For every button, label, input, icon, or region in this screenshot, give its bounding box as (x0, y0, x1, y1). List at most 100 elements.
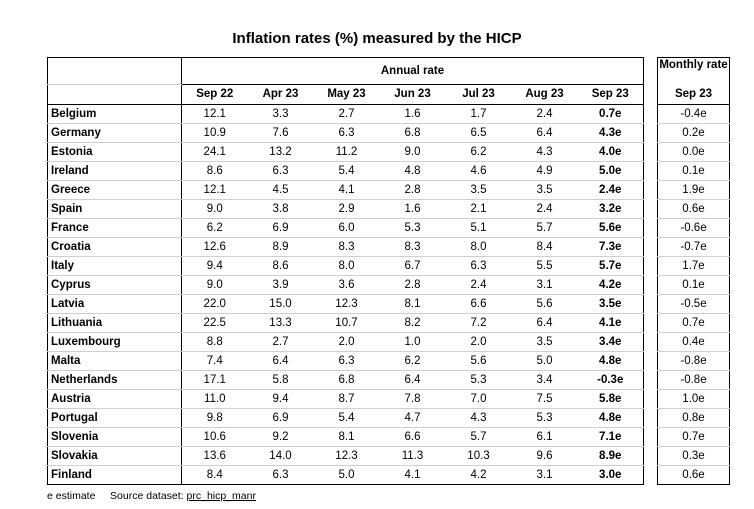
rate-cell: 13.2 (247, 142, 314, 162)
source-dataset-link[interactable]: prc_hicp_manr (186, 490, 256, 502)
estimate-note: e estimate (47, 490, 96, 502)
rate-cell: 8.6 (247, 256, 314, 276)
rate-cell: 9.8 (181, 408, 248, 428)
table-row: Belgium 12.1 3.3 2.7 1.6 1.7 2.4 0.7e (47, 104, 644, 124)
rate-cell: 5.3 (511, 408, 578, 428)
country-name: Slovenia (47, 427, 182, 447)
rate-cell: 4.3 (511, 142, 578, 162)
rate-cell: 2.4 (511, 104, 578, 124)
monthly-rate-header: Monthly rate (657, 57, 730, 85)
rate-cell: 3.0e (577, 465, 644, 485)
monthly-rate-table: Monthly rate Sep 23 -0.4e 0.2e 0.0e 0.1e 1.9… (657, 57, 730, 485)
table-row: 1.0e (657, 389, 730, 409)
rate-cell: 3.6 (313, 275, 380, 295)
rate-cell: 11.0 (181, 389, 248, 409)
table-row: 0.7e (657, 427, 730, 447)
rate-cell: 7.5 (511, 389, 578, 409)
annual-rate-header: Annual rate (181, 57, 644, 85)
monthly-rate-cell: 0.4e (657, 332, 730, 352)
rate-cell: 10.9 (181, 123, 248, 143)
rate-cell: 13.3 (247, 313, 314, 333)
table-row: Slovakia 13.6 14.0 12.3 11.3 10.3 9.6 8.9e (47, 446, 644, 466)
table-row: 0.0e (657, 142, 730, 162)
table-row: Latvia 22.0 15.0 12.3 8.1 6.6 5.6 3.5e (47, 294, 644, 314)
country-name: Lithuania (47, 313, 182, 333)
rate-cell: 5.0 (511, 351, 578, 371)
rate-cell: 8.2 (379, 313, 446, 333)
monthly-rate-cell: -0.8e (657, 370, 730, 390)
rate-cell: 8.0 (445, 237, 512, 257)
rate-cell: 22.5 (181, 313, 248, 333)
rate-cell: 8.9 (247, 237, 314, 257)
rate-cell: 4.3 (445, 408, 512, 428)
rate-cell: 5.7 (511, 218, 578, 238)
rate-cell: 9.0 (181, 199, 248, 219)
country-name: Latvia (47, 294, 182, 314)
rate-cell: 9.0 (379, 142, 446, 162)
rate-cell: 2.0 (313, 332, 380, 352)
monthly-rate-cell: 0.8e (657, 408, 730, 428)
country-name: Estonia (47, 142, 182, 162)
rate-cell: 6.4 (247, 351, 314, 371)
table-row: Slovenia 10.6 9.2 8.1 6.6 5.7 6.1 7.1e (47, 427, 644, 447)
rate-cell: 7.3e (577, 237, 644, 257)
column-header: Sep 23 (577, 84, 644, 105)
rate-cell: 6.6 (445, 294, 512, 314)
rate-cell: 8.7 (313, 389, 380, 409)
rate-cell: 6.3 (313, 123, 380, 143)
monthly-rate-cell: 1.9e (657, 180, 730, 200)
rate-cell: 7.2 (445, 313, 512, 333)
country-name: Austria (47, 389, 182, 409)
rate-cell: 5.8e (577, 389, 644, 409)
table-row: Netherlands 17.1 5.8 6.8 6.4 5.3 3.4 -0.3e (47, 370, 644, 390)
annual-rate-table: Annual rate Sep 22 Apr 23 May 23 Jun 23 Jul … (47, 57, 644, 485)
rate-cell: 6.4 (379, 370, 446, 390)
rate-cell: 9.4 (247, 389, 314, 409)
rate-cell: 8.4 (511, 237, 578, 257)
table-row: Spain 9.0 3.8 2.9 1.6 2.1 2.4 3.2e (47, 199, 644, 219)
rate-cell: 9.6 (511, 446, 578, 466)
rate-cell: 6.9 (247, 408, 314, 428)
rate-cell: 12.1 (181, 180, 248, 200)
rate-cell: 4.8e (577, 408, 644, 428)
rate-cell: 2.4e (577, 180, 644, 200)
rate-cell: 6.3 (445, 256, 512, 276)
table-row: 0.2e (657, 123, 730, 143)
rate-cell: 7.4 (181, 351, 248, 371)
rate-cell: 8.8 (181, 332, 248, 352)
rate-cell: 15.0 (247, 294, 314, 314)
rate-cell: 5.0 (313, 465, 380, 485)
table-row: Finland 8.4 6.3 5.0 4.1 4.2 3.1 3.0e (47, 465, 644, 485)
monthly-rate-cell: -0.6e (657, 218, 730, 238)
table-row: 0.7e (657, 313, 730, 333)
table-row: 0.3e (657, 446, 730, 466)
rate-cell: 7.1e (577, 427, 644, 447)
rate-cell: 8.4 (181, 465, 248, 485)
rate-cell: 1.6 (379, 104, 446, 124)
country-name: Cyprus (47, 275, 182, 295)
rate-cell: 13.6 (181, 446, 248, 466)
rate-cell: -0.3e (577, 370, 644, 390)
rate-cell: 4.2 (445, 465, 512, 485)
country-name: Croatia (47, 237, 182, 257)
table-row: Croatia 12.6 8.9 8.3 8.3 8.0 8.4 7.3e (47, 237, 644, 257)
rate-cell: 5.6 (445, 351, 512, 371)
monthly-rate-cell: 0.1e (657, 161, 730, 181)
rate-cell: 6.0 (313, 218, 380, 238)
country-name: Greece (47, 180, 182, 200)
rate-cell: 10.6 (181, 427, 248, 447)
monthly-rate-cell: -0.7e (657, 237, 730, 257)
rate-cell: 1.0 (379, 332, 446, 352)
rate-cell: 3.5 (511, 180, 578, 200)
column-header: Sep 22 (181, 84, 248, 105)
rate-cell: 4.6 (445, 161, 512, 181)
column-header: Jul 23 (445, 84, 512, 105)
column-header: Aug 23 (511, 84, 578, 105)
table-row: 1.9e (657, 180, 730, 200)
rate-cell: 11.2 (313, 142, 380, 162)
rate-cell: 9.4 (181, 256, 248, 276)
rate-cell: 4.2e (577, 275, 644, 295)
table-row: Malta 7.4 6.4 6.3 6.2 5.6 5.0 4.8e (47, 351, 644, 371)
rate-cell: 5.5 (511, 256, 578, 276)
rate-cell: 6.3 (247, 161, 314, 181)
